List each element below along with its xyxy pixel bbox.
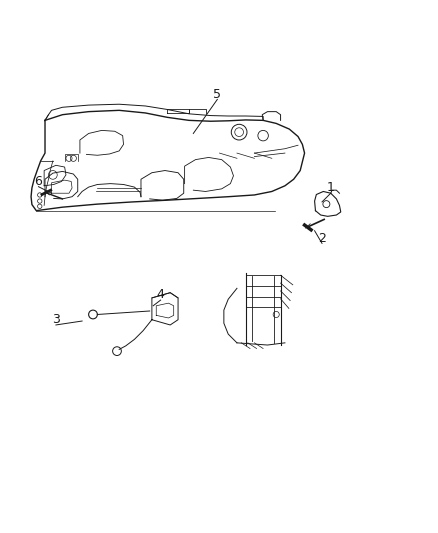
Text: 3: 3: [52, 313, 60, 326]
Text: 1: 1: [326, 181, 334, 195]
Text: 5: 5: [213, 88, 221, 101]
Text: 4: 4: [156, 288, 164, 301]
Text: 6: 6: [35, 175, 42, 188]
Text: 2: 2: [318, 232, 325, 245]
Circle shape: [88, 310, 97, 319]
Circle shape: [113, 347, 121, 356]
